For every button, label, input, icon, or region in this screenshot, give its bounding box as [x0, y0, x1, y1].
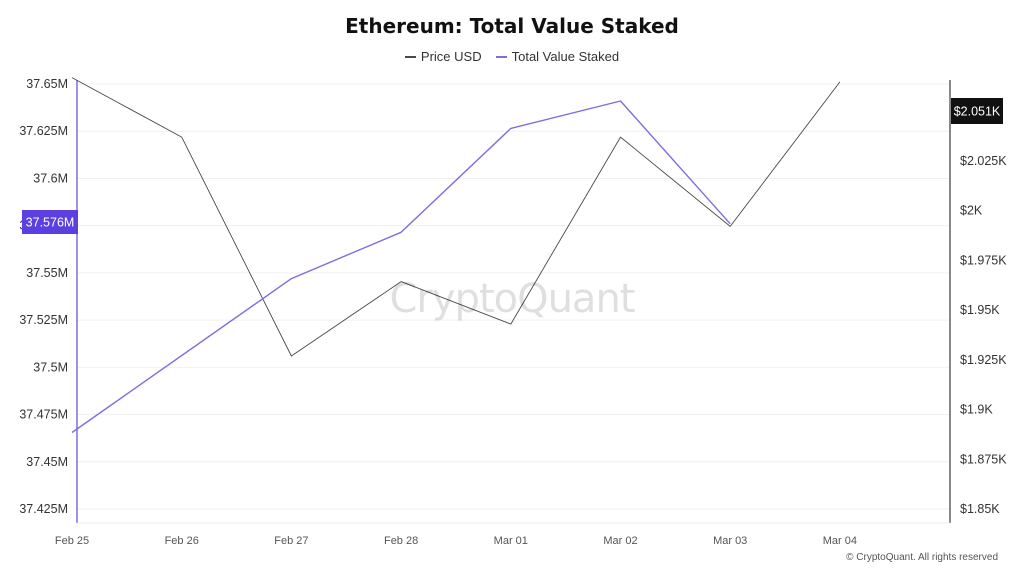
- x-tick-label: Mar 01: [494, 535, 528, 547]
- axes: [76, 80, 951, 524]
- right-tick-label: $1.85K: [960, 502, 1000, 516]
- left-value-badge-label: 37.576M: [26, 216, 75, 230]
- legend-item-price[interactable]: Price USD: [404, 49, 482, 64]
- legend-label-price: Price USD: [420, 49, 482, 64]
- x-tick-label: Feb 26: [165, 535, 199, 547]
- left-tick-label: 37.425M: [19, 502, 68, 516]
- left-tick-label: 37.5M: [33, 360, 68, 374]
- x-axis-tick-labels: Feb 25 Feb 26 Feb 27 Feb 28 Mar 01 Mar 02 Mar …: [55, 535, 857, 547]
- right-axis-tick-labels: $2.025K $2K $1.975K $1.95K $1.925K $1.9K $1.87…: [960, 154, 1007, 516]
- left-tick-label: 37.65M: [26, 77, 68, 91]
- left-tick-label: 37.525M: [19, 313, 68, 327]
- left-tick-label: 37.475M: [19, 408, 68, 422]
- left-tick-label: 37.45M: [26, 455, 68, 469]
- x-tick-label: Mar 03: [713, 535, 747, 547]
- copyright-text: © CryptoQuant. All rights reserved: [846, 552, 998, 563]
- x-tick-label: Mar 02: [603, 535, 637, 547]
- chart-title: Ethereum: Total Value Staked: [345, 14, 679, 38]
- right-tick-label: $1.875K: [960, 452, 1007, 466]
- right-tick-label: $1.975K: [960, 253, 1007, 267]
- x-tick-label: Mar 04: [823, 535, 857, 547]
- right-tick-label: $1.925K: [960, 353, 1007, 367]
- series-line-total-value-staked: [71, 100, 731, 434]
- left-tick-label: 37.55M: [26, 266, 68, 280]
- right-tick-label: $2.025K: [960, 154, 1007, 168]
- series-line-price-usd: [71, 77, 841, 357]
- x-tick-label: Feb 25: [55, 535, 89, 547]
- left-value-badge: [22, 210, 78, 234]
- legend-swatch-staked: [495, 55, 507, 58]
- right-tick-label: $1.95K: [960, 303, 1000, 317]
- right-tick-label: $2K: [960, 204, 983, 218]
- legend: Price USD Total Value Staked: [0, 49, 1024, 64]
- left-axis-tick-labels: 37.65M37.625M37.6M37.575M37.55M37.525M37…: [19, 77, 68, 516]
- legend-item-total-value-staked[interactable]: Total Value Staked: [495, 49, 620, 64]
- x-tick-label: Feb 27: [274, 535, 308, 547]
- right-tick-label: $1.9K: [960, 403, 993, 417]
- left-tick-label: 37.625M: [19, 124, 68, 138]
- legend-swatch-price: [404, 55, 416, 58]
- gridlines: [77, 83, 950, 510]
- value-badges: 37.576M $2.051K: [22, 98, 1003, 234]
- right-value-badge-label: $2.051K: [954, 105, 1001, 119]
- series-lines: [71, 77, 841, 434]
- x-tick-label: Feb 28: [384, 535, 418, 547]
- right-value-badge: [951, 98, 1003, 124]
- legend-label-staked: Total Value Staked: [511, 49, 620, 64]
- left-tick-label: 37.6M: [33, 171, 68, 185]
